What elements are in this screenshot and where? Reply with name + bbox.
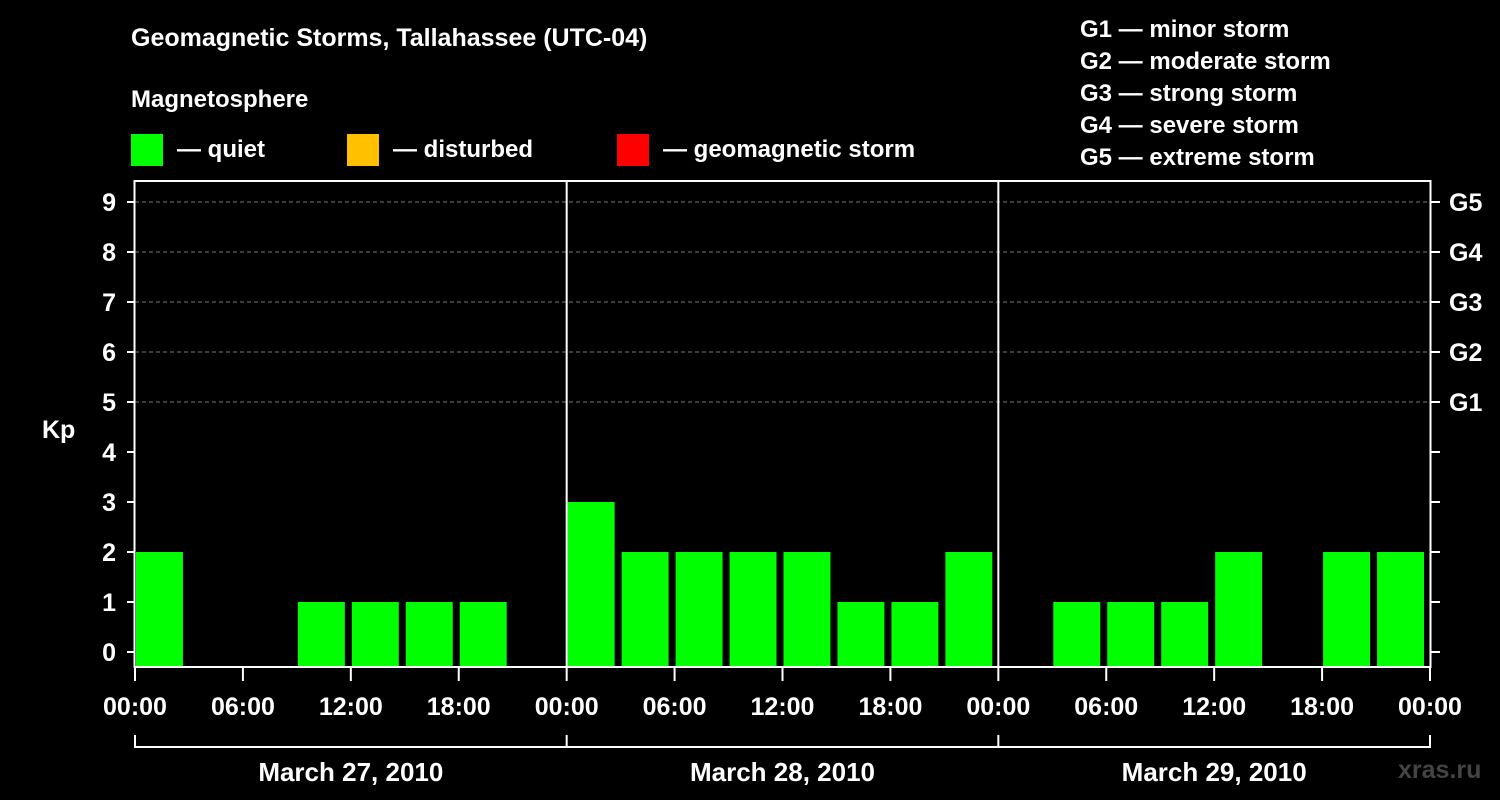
y-tick-label: 0	[102, 639, 116, 667]
g-scale-label: G1	[1449, 389, 1482, 417]
x-tick-label: 06:00	[643, 693, 707, 721]
kp-bar	[1161, 602, 1209, 667]
x-tick-label: 00:00	[1398, 693, 1462, 721]
x-tick-label: 18:00	[858, 693, 922, 721]
y-tick-label: 6	[102, 339, 116, 367]
storm-scale-g4: G4 — severe storm	[1080, 112, 1299, 139]
x-tick-label: 00:00	[103, 693, 167, 721]
y-axis-label: Kp	[42, 416, 75, 444]
x-tick-label: 00:00	[966, 693, 1030, 721]
legend-disturbed: — disturbed	[347, 134, 533, 166]
g-scale-label: G2	[1449, 339, 1482, 367]
x-tick-label: 12:00	[751, 693, 815, 721]
kp-bar	[567, 502, 615, 667]
legend-storm: — geomagnetic storm	[617, 134, 915, 166]
kp-bar	[1323, 552, 1371, 667]
g-scale-label: G5	[1449, 189, 1482, 217]
x-tick-label: 12:00	[1182, 693, 1246, 721]
y-tick-label: 7	[102, 289, 116, 317]
y-tick-label: 3	[102, 489, 116, 517]
kp-bar	[1215, 552, 1263, 667]
kp-bar	[945, 552, 993, 667]
y-tick-label: 5	[102, 389, 116, 417]
disturbed-swatch	[347, 134, 379, 166]
x-tick-label: 12:00	[319, 693, 383, 721]
kp-bar	[136, 552, 183, 667]
y-tick-label: 9	[102, 189, 116, 217]
kp-bar	[837, 602, 885, 667]
x-tick-label: 06:00	[211, 693, 275, 721]
g-scale-label: G4	[1449, 239, 1482, 267]
kp-bar	[891, 602, 939, 667]
storm-scale-g3: G3 — strong storm	[1080, 80, 1298, 107]
magnetosphere-label: Magnetosphere	[131, 86, 309, 113]
kp-bar	[729, 552, 777, 667]
y-tick-label: 2	[102, 539, 116, 567]
kp-bar	[621, 552, 669, 667]
kp-bar	[405, 602, 453, 667]
legend-storm-label: — geomagnetic storm	[663, 136, 916, 163]
watermark: xras.ru	[1398, 756, 1482, 784]
kp-bar	[1377, 552, 1424, 667]
quiet-swatch	[131, 134, 163, 166]
x-tick-label: 18:00	[1290, 693, 1354, 721]
y-tick-label: 4	[102, 439, 116, 467]
day-label: March 27, 2010	[258, 757, 443, 787]
kp-bar	[351, 602, 399, 667]
y-tick-label: 1	[102, 589, 116, 617]
legend-disturbed-label: — disturbed	[393, 136, 534, 163]
chart-title: Geomagnetic Storms, Tallahassee (UTC-04)	[131, 24, 648, 52]
storm-scale-g1: G1 — minor storm	[1080, 16, 1290, 43]
storm-scale-legend: G1 — minor storm G2 — moderate storm G3 …	[1080, 14, 1331, 174]
legend-quiet: — quiet	[131, 134, 265, 166]
kp-bar	[1107, 602, 1155, 667]
legend-quiet-label: — quiet	[177, 136, 265, 163]
kp-bar	[675, 552, 723, 667]
kp-bar	[459, 602, 507, 667]
kp-bar	[1053, 602, 1101, 667]
y-tick-label: 8	[102, 239, 116, 267]
storm-scale-g5: G5 — extreme storm	[1080, 144, 1315, 171]
kp-bar	[783, 552, 831, 667]
day-label: March 29, 2010	[1122, 757, 1307, 787]
day-label: March 28, 2010	[690, 757, 875, 787]
g-scale-label: G3	[1449, 289, 1482, 317]
x-tick-label: 00:00	[535, 693, 599, 721]
x-tick-label: 06:00	[1074, 693, 1138, 721]
kp-bar	[297, 602, 345, 667]
storm-swatch	[617, 134, 649, 166]
x-tick-label: 18:00	[427, 693, 491, 721]
storm-scale-g2: G2 — moderate storm	[1080, 48, 1331, 75]
